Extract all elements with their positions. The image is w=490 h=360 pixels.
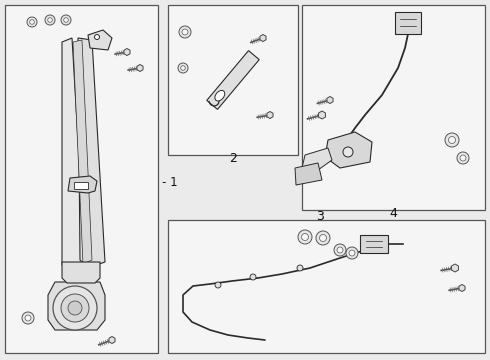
Circle shape xyxy=(250,274,256,280)
Polygon shape xyxy=(73,40,92,264)
Circle shape xyxy=(457,152,469,164)
Circle shape xyxy=(337,247,343,253)
Circle shape xyxy=(298,230,312,244)
Circle shape xyxy=(319,234,326,242)
Circle shape xyxy=(22,312,34,324)
Bar xyxy=(5,5,158,353)
Polygon shape xyxy=(62,262,100,283)
Polygon shape xyxy=(260,35,266,41)
Circle shape xyxy=(53,286,97,330)
Polygon shape xyxy=(78,38,105,268)
Circle shape xyxy=(61,15,71,25)
Bar xyxy=(302,5,485,210)
Bar xyxy=(168,5,298,155)
Ellipse shape xyxy=(215,90,225,101)
Circle shape xyxy=(445,133,459,147)
Circle shape xyxy=(25,315,31,321)
Polygon shape xyxy=(327,96,333,104)
Polygon shape xyxy=(302,148,332,170)
Circle shape xyxy=(181,66,185,70)
Circle shape xyxy=(346,247,358,259)
Circle shape xyxy=(460,155,466,161)
Circle shape xyxy=(48,18,52,22)
Polygon shape xyxy=(318,111,325,119)
Text: 3: 3 xyxy=(316,210,324,222)
Polygon shape xyxy=(68,176,97,193)
Circle shape xyxy=(179,26,191,38)
Polygon shape xyxy=(207,51,259,109)
Circle shape xyxy=(64,18,68,22)
Polygon shape xyxy=(124,49,130,55)
Polygon shape xyxy=(88,30,112,50)
Polygon shape xyxy=(48,282,105,330)
Circle shape xyxy=(316,231,330,245)
Circle shape xyxy=(301,234,309,240)
Circle shape xyxy=(343,147,353,157)
Circle shape xyxy=(215,282,221,288)
Bar xyxy=(168,220,485,353)
Circle shape xyxy=(68,301,82,315)
Circle shape xyxy=(448,136,456,144)
Bar xyxy=(74,182,88,189)
Polygon shape xyxy=(459,284,465,292)
Circle shape xyxy=(30,20,34,24)
Circle shape xyxy=(178,63,188,73)
Circle shape xyxy=(27,17,37,27)
Circle shape xyxy=(45,15,55,25)
Circle shape xyxy=(334,244,346,256)
Text: 2: 2 xyxy=(229,152,237,165)
Polygon shape xyxy=(295,163,322,185)
Circle shape xyxy=(95,35,99,40)
Bar xyxy=(395,12,421,34)
Polygon shape xyxy=(325,132,372,168)
Polygon shape xyxy=(62,38,85,268)
Text: - 1: - 1 xyxy=(162,176,177,189)
Polygon shape xyxy=(109,337,115,343)
Text: 4: 4 xyxy=(389,207,397,220)
Polygon shape xyxy=(137,64,143,72)
Polygon shape xyxy=(267,112,273,118)
Circle shape xyxy=(297,265,303,271)
Circle shape xyxy=(182,29,188,35)
Bar xyxy=(360,235,388,253)
Circle shape xyxy=(349,250,355,256)
Polygon shape xyxy=(452,264,459,272)
Circle shape xyxy=(61,294,89,322)
